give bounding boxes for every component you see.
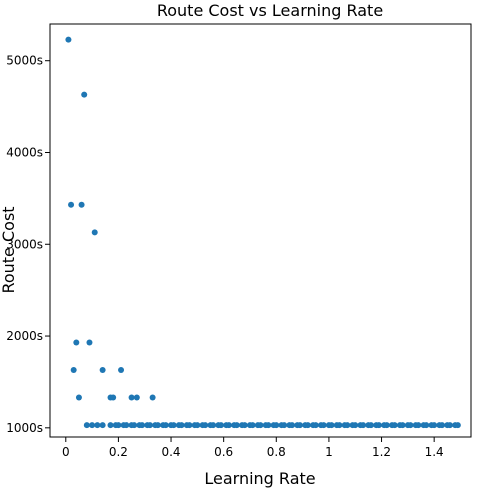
data-point [210,422,217,429]
data-point [241,422,248,429]
data-point [454,422,461,429]
x-axis-label: Learning Rate [204,469,315,488]
data-point [360,422,367,429]
x-tick-label: 0.8 [267,445,286,459]
data-point [118,367,125,374]
x-axis-ticks: 0 0.2 0.4 0.6 0.8 1 1.2 1.4 [62,437,444,459]
x-tick-label: 0.6 [214,445,233,459]
data-point [289,422,296,429]
data-point [249,422,256,429]
data-point [312,422,319,429]
data-point [75,394,82,401]
data-point [170,422,177,429]
data-point [65,36,72,43]
data-point [83,422,90,429]
data-point [131,422,138,429]
data-point [73,339,80,346]
data-point [225,422,232,429]
data-point [399,422,406,429]
data-point [94,422,101,429]
y-tick-label: 4000s [6,145,43,159]
y-tick-label: 5000s [6,54,43,68]
data-point [89,422,96,429]
data-point [320,422,327,429]
data-point [423,422,430,429]
data-point [336,422,343,429]
data-point [415,422,422,429]
data-point [391,422,398,429]
data-point [194,422,201,429]
data-point [186,422,193,429]
data-point [91,229,98,236]
data-point [128,394,135,401]
data-point [81,91,88,98]
y-axis-label: Route Cost [0,206,18,293]
data-point [99,422,106,429]
data-point [328,422,335,429]
data-point [352,422,359,429]
data-point [257,422,264,429]
plot-area: 0 0.2 0.4 0.6 0.8 1 1.2 1.4 1000s 2000s 3000s 4000… [6,23,472,459]
y-tick-label: 3000s [6,237,43,251]
data-point [375,422,382,429]
data-point [178,422,185,429]
data-point [133,394,140,401]
plot-frame [49,23,472,438]
data-point [78,201,85,208]
data-point [296,422,303,429]
data-point [265,422,272,429]
data-point [68,201,75,208]
data-point [368,422,375,429]
data-point [218,422,225,429]
y-axis-ticks: 1000s 2000s 3000s 4000s 5000s [6,54,50,435]
data-point [154,422,161,429]
y-tick-label: 1000s [6,421,43,435]
chart-title: Route Cost vs Learning Rate [157,1,383,20]
data-point [446,422,453,429]
data-point [139,422,146,429]
data-point [110,394,117,401]
data-point [383,422,390,429]
y-tick-label: 2000s [6,329,43,343]
data-point [70,367,77,374]
x-tick-label: 0 [62,445,70,459]
data-point [407,422,414,429]
data-point [123,422,130,429]
data-point [233,422,240,429]
x-tick-label: 1 [325,445,333,459]
data-point [304,422,311,429]
data-point [202,422,209,429]
data-point [115,422,122,429]
data-point [431,422,438,429]
data-point [107,422,114,429]
x-tick-label: 1.4 [425,445,444,459]
x-tick-label: 1.2 [372,445,391,459]
data-point [439,422,446,429]
data-point [146,422,153,429]
x-tick-label: 0.2 [109,445,128,459]
data-point [86,339,93,346]
points-layer [65,36,461,429]
data-point [162,422,169,429]
data-point [281,422,288,429]
data-point [273,422,280,429]
x-tick-label: 0.4 [161,445,180,459]
data-point [149,394,156,401]
data-point [99,367,106,374]
data-point [344,422,351,429]
